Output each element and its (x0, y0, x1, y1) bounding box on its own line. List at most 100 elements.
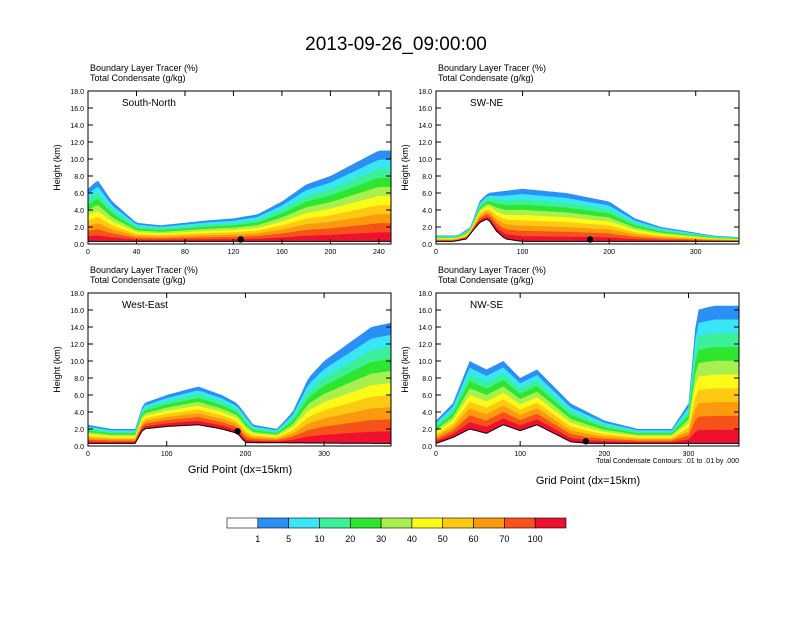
plot-area (88, 91, 391, 244)
y-tick-label: 2.0 (422, 427, 432, 434)
y-tick-label: 0.0 (74, 444, 84, 451)
y-tick-label: 6.0 (74, 393, 84, 400)
legend-label: 70 (499, 534, 509, 544)
tracer-band-9 (436, 412, 739, 444)
panel-header-condensate: Total Condensate (g/kg) (438, 275, 534, 285)
tracer-band-10 (436, 418, 739, 444)
y-tick-label: 18.0 (70, 89, 84, 96)
y-tick-label: 16.0 (418, 106, 432, 113)
legend-swatch-6 (411, 517, 444, 529)
y-tick-label: 10.0 (70, 157, 84, 164)
y-tick-label: 16.0 (418, 308, 432, 315)
y-tick-label: 2.0 (74, 427, 84, 434)
plot-frame (87, 90, 392, 245)
y-tick-label: 12.0 (70, 342, 84, 349)
panel-label: SW-NE (470, 98, 503, 109)
legend-label: 30 (376, 534, 386, 544)
legend-label: 20 (345, 534, 355, 544)
y-tick-label: 8.0 (422, 174, 432, 181)
legend-label: 40 (407, 534, 417, 544)
panel-nw-se: Boundary Layer Tracer (%)Total Condensat… (400, 265, 740, 458)
location-marker (234, 428, 241, 435)
x-tick-label: 0 (434, 249, 438, 256)
y-tick-label: 18.0 (418, 89, 432, 96)
legend-swatch-5 (380, 517, 413, 529)
y-axis-label: Height (km) (400, 346, 410, 393)
x-tick-label: 100 (514, 451, 526, 458)
x-tick-label: 40 (133, 249, 141, 256)
y-tick-label: 8.0 (74, 376, 84, 383)
y-axis-label: Height (km) (52, 346, 62, 393)
location-marker (582, 438, 590, 445)
legend-swatch-10 (534, 517, 567, 529)
y-tick-label: 14.0 (70, 123, 84, 130)
panel-header-tracer: Boundary Layer Tracer (%) (438, 63, 546, 73)
plot-frame (87, 292, 392, 447)
x-tick-label: 0 (86, 451, 90, 458)
y-tick-label: 14.0 (70, 325, 84, 332)
panel-label: South-North (122, 98, 176, 109)
contour-note: Total Condensate Contours: .01 to .01 by… (596, 458, 739, 465)
legend-label: 10 (314, 534, 324, 544)
legend-swatch-3 (319, 517, 351, 529)
y-tick-label: 4.0 (422, 208, 432, 215)
panel-header-condensate: Total Condensate (g/kg) (438, 73, 534, 83)
legend-swatch-9 (504, 517, 536, 529)
panel-header-condensate: Total Condensate (g/kg) (90, 275, 186, 285)
location-marker (586, 236, 594, 243)
y-axis-label: Height (km) (400, 144, 410, 191)
location-marker (237, 236, 244, 243)
x-tick-label: 160 (276, 249, 288, 256)
panel-header-condensate: Total Condensate (g/kg) (90, 73, 186, 83)
panel-label: NW-SE (470, 300, 503, 311)
x-axis-label-right: Grid Point (dx=15km) (536, 475, 640, 487)
legend-swatch-0 (226, 517, 259, 529)
y-tick-label: 16.0 (70, 106, 84, 113)
y-tick-label: 4.0 (74, 410, 84, 417)
x-tick-label: 100 (517, 249, 529, 256)
y-tick-label: 0.0 (422, 444, 432, 451)
y-tick-label: 8.0 (74, 174, 84, 181)
page-title: 2013-09-26_09:00:00 (305, 34, 487, 55)
y-tick-label: 12.0 (70, 140, 84, 147)
legend-swatch-2 (288, 517, 320, 529)
x-tick-label: 0 (434, 451, 438, 458)
legend-swatch-1 (257, 517, 289, 529)
panel-west-east: Boundary Layer Tracer (%)Total Condensat… (52, 265, 392, 458)
tracer-band-10 (436, 216, 739, 242)
x-tick-label: 200 (603, 249, 615, 256)
y-tick-label: 0.0 (74, 242, 84, 249)
tracer-band-10 (88, 232, 391, 242)
x-tick-label: 300 (683, 451, 695, 458)
y-tick-label: 16.0 (70, 308, 84, 315)
panel-sw-ne: Boundary Layer Tracer (%)Total Condensat… (400, 63, 740, 256)
x-tick-label: 200 (325, 249, 337, 256)
y-tick-label: 4.0 (422, 410, 432, 417)
plot-area (436, 91, 739, 244)
legend-swatch-4 (349, 517, 382, 529)
color-legend: 1 5 10 20 30 40 50 60 70 100 (226, 517, 567, 544)
y-tick-label: 2.0 (422, 225, 432, 232)
x-tick-label: 100 (161, 451, 173, 458)
y-axis-label: Height (km) (52, 144, 62, 191)
y-tick-label: 6.0 (422, 393, 432, 400)
y-tick-label: 18.0 (70, 291, 84, 298)
tracer-band-8 (436, 402, 739, 444)
legend-label: 60 (469, 534, 479, 544)
panel-header-tracer: Boundary Layer Tracer (%) (438, 265, 546, 275)
y-tick-label: 2.0 (74, 225, 84, 232)
y-tick-label: 4.0 (74, 208, 84, 215)
y-tick-label: 10.0 (70, 359, 84, 366)
plot-area (436, 293, 739, 446)
tracer-band-9 (436, 214, 739, 242)
x-tick-label: 0 (86, 249, 90, 256)
y-tick-label: 8.0 (422, 376, 432, 383)
x-tick-label: 300 (318, 451, 330, 458)
y-tick-label: 0.0 (422, 242, 432, 249)
y-tick-label: 6.0 (74, 191, 84, 198)
y-tick-label: 14.0 (418, 123, 432, 130)
y-tick-label: 6.0 (422, 191, 432, 198)
plot-area (88, 293, 391, 446)
y-tick-label: 10.0 (418, 157, 432, 164)
